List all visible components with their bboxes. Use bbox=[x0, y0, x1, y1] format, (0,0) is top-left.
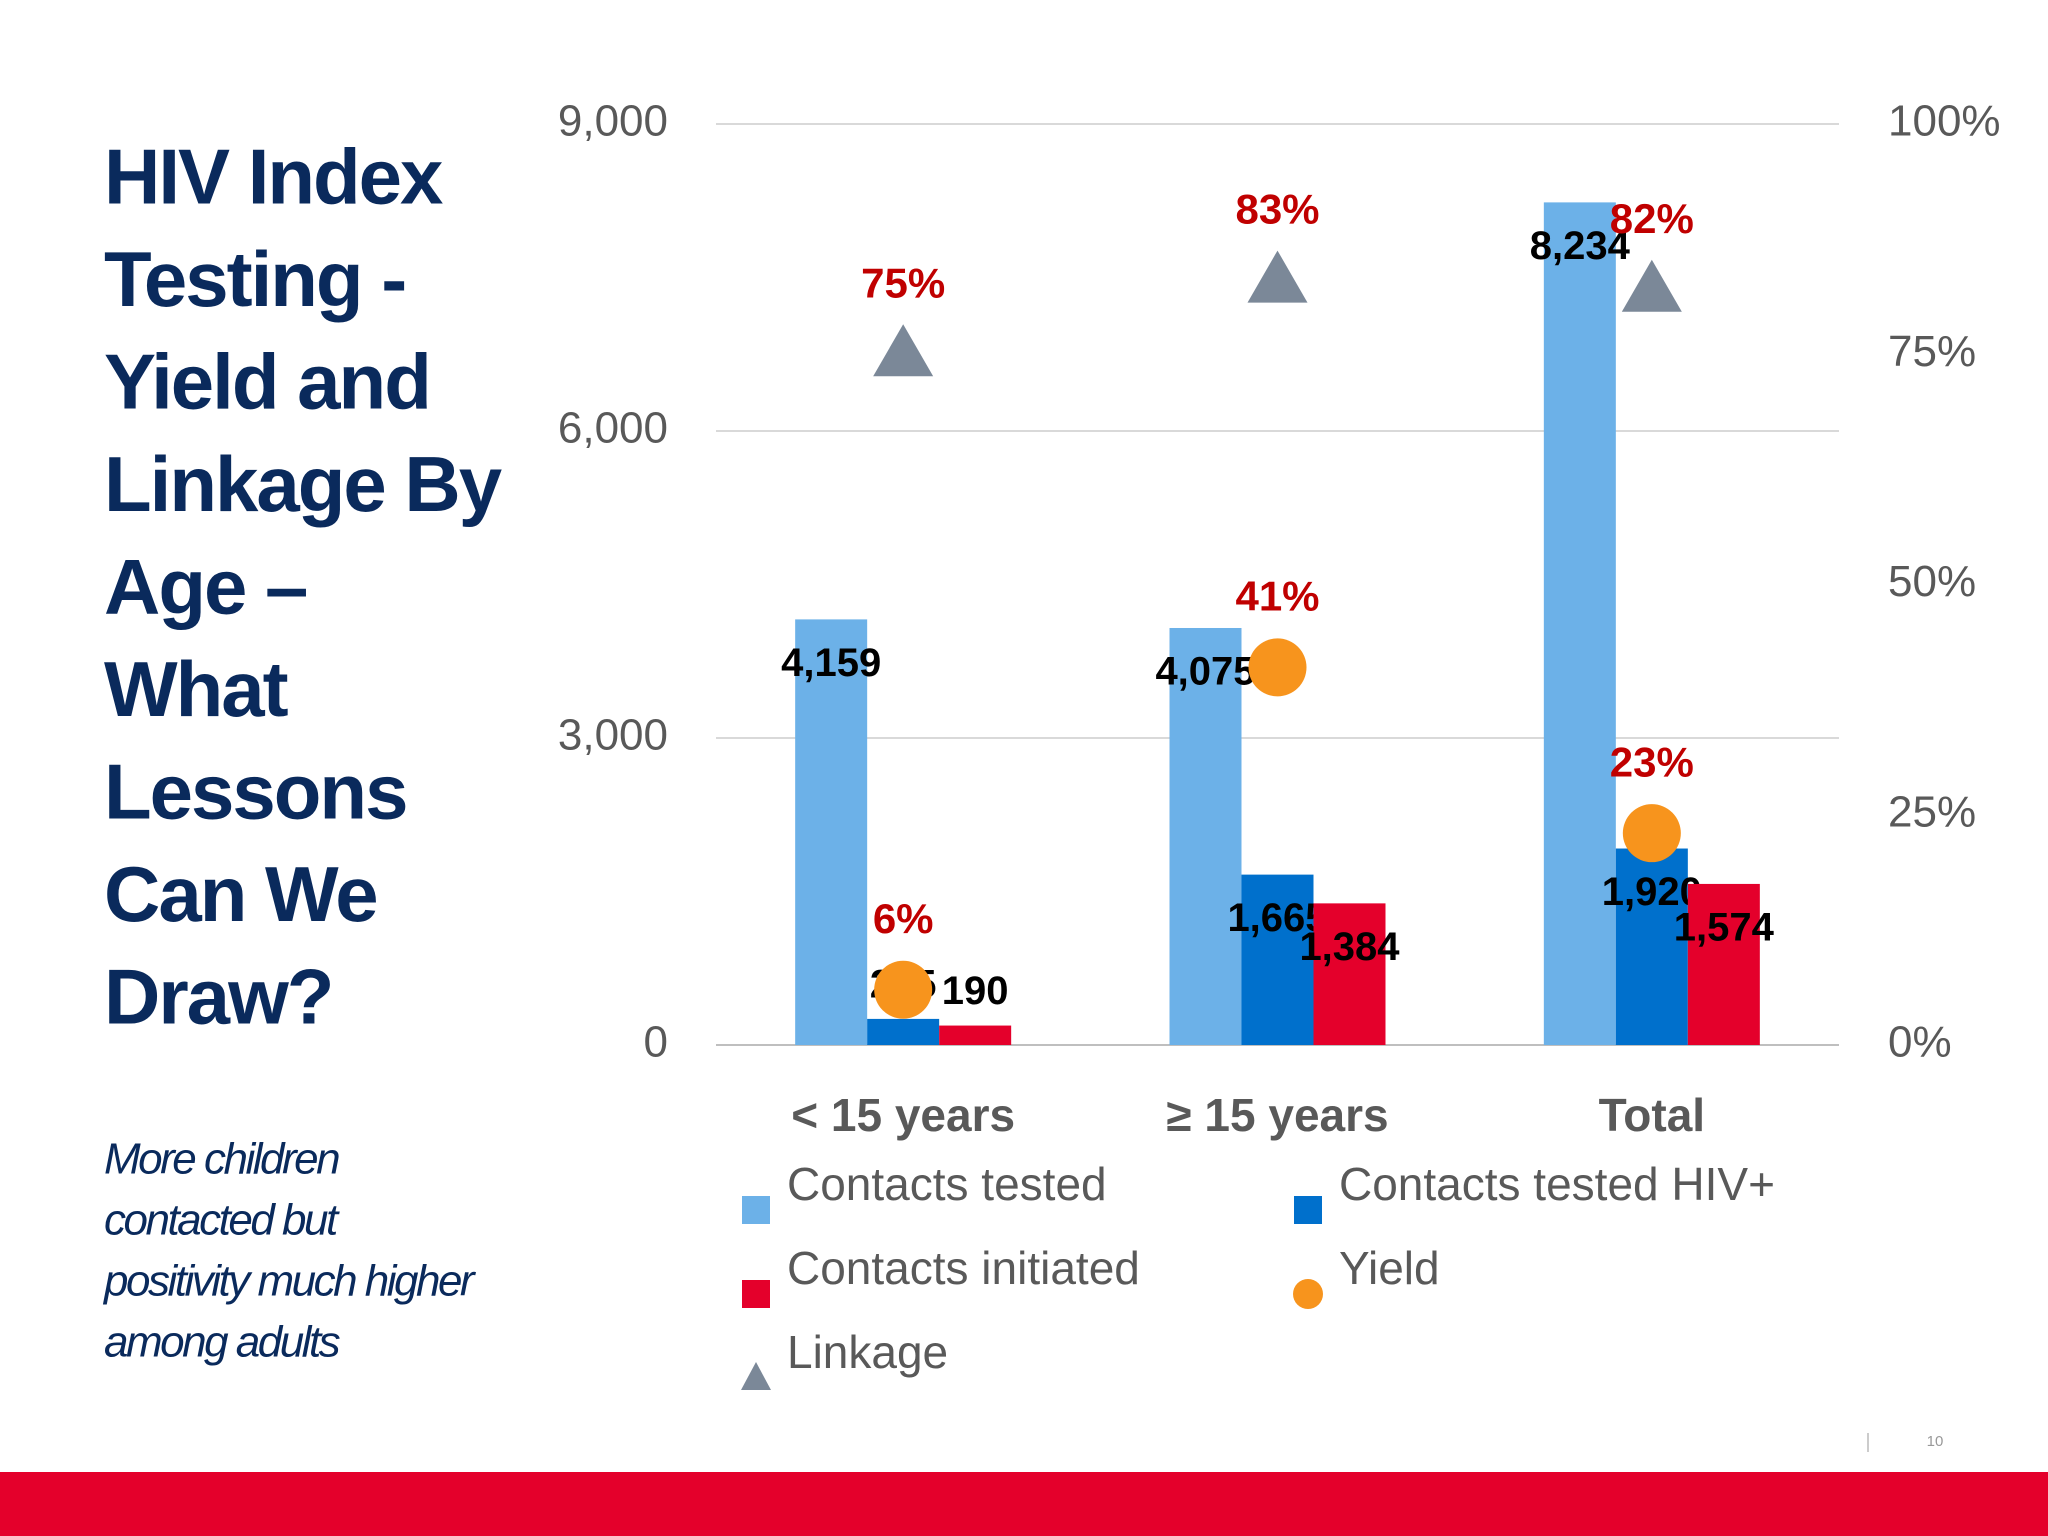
point-label: 82% bbox=[1610, 195, 1694, 242]
legend-swatch bbox=[742, 1280, 770, 1308]
x-tick-label: < 15 years bbox=[791, 1089, 1015, 1141]
legend-label: Yield bbox=[1339, 1242, 1440, 1294]
y2-tick-label: 75% bbox=[1888, 327, 1976, 376]
x-tick-label: Total bbox=[1599, 1089, 1705, 1141]
note-line: More children bbox=[104, 1135, 339, 1184]
bar bbox=[867, 1018, 940, 1045]
marker-circle bbox=[1622, 804, 1681, 863]
title-line: Draw? bbox=[104, 953, 332, 1041]
marker-triangle bbox=[1247, 250, 1308, 303]
title-line: Lessons bbox=[104, 748, 406, 836]
marker-triangle bbox=[873, 324, 934, 377]
y-tick-label: 3,000 bbox=[558, 711, 668, 760]
legend-label: Linkage bbox=[787, 1326, 948, 1378]
value-label: 1,384 bbox=[1299, 925, 1400, 969]
y-tick-label: 9,000 bbox=[558, 97, 668, 146]
legend-swatch bbox=[1293, 1279, 1323, 1309]
legend-label: Contacts tested HIV+ bbox=[1339, 1158, 1775, 1210]
y-tick-label: 0 bbox=[644, 1018, 668, 1067]
value-label: 1,574 bbox=[1674, 905, 1775, 949]
bar bbox=[939, 1025, 1012, 1045]
legend-swatch bbox=[741, 1362, 771, 1390]
y2-tick-label: 25% bbox=[1888, 787, 1976, 836]
legend-label: Contacts tested bbox=[787, 1158, 1107, 1210]
note-line: contacted but bbox=[104, 1196, 340, 1245]
bar bbox=[1615, 848, 1688, 1045]
page-number: 10 bbox=[1927, 1433, 1944, 1450]
point-label: 83% bbox=[1235, 186, 1319, 233]
value-label: 4,159 bbox=[781, 641, 881, 685]
marker-circle bbox=[874, 960, 933, 1019]
bar bbox=[1241, 874, 1314, 1045]
value-label: 190 bbox=[942, 969, 1009, 1013]
bar bbox=[795, 619, 868, 1045]
value-label: 8,234 bbox=[1530, 224, 1631, 268]
bar bbox=[1543, 202, 1616, 1045]
point-label: 75% bbox=[861, 259, 945, 306]
note-line: among adults bbox=[104, 1318, 341, 1367]
value-label: 4,075 bbox=[1155, 650, 1255, 694]
y2-tick-label: 50% bbox=[1888, 557, 1976, 606]
note-line: positivity much higher bbox=[102, 1257, 477, 1306]
title-line: Age – bbox=[104, 543, 306, 631]
point-label: 41% bbox=[1235, 572, 1319, 619]
y2-tick-label: 0% bbox=[1888, 1018, 1952, 1067]
point-label: 23% bbox=[1610, 738, 1694, 785]
title-line: What bbox=[104, 645, 289, 733]
bar bbox=[1169, 627, 1242, 1045]
bar bbox=[1313, 903, 1386, 1045]
title-line: Testing - bbox=[104, 235, 405, 323]
bar bbox=[1687, 883, 1760, 1045]
y-tick-label: 6,000 bbox=[558, 404, 668, 453]
title-line: Can We bbox=[104, 850, 377, 938]
point-label: 6% bbox=[873, 895, 934, 942]
value-label: 1,920 bbox=[1602, 870, 1702, 914]
marker-circle bbox=[1248, 638, 1307, 697]
marker-triangle bbox=[1621, 259, 1682, 312]
y2-tick-label: 100% bbox=[1888, 97, 2001, 146]
legend-swatch bbox=[742, 1196, 770, 1224]
title-line: Yield and bbox=[104, 338, 430, 426]
legend-swatch bbox=[1294, 1196, 1322, 1224]
footer-bar bbox=[0, 1472, 2048, 1536]
value-label: 1,665 bbox=[1227, 896, 1327, 940]
title-line: Linkage By bbox=[104, 440, 502, 528]
legend-label: Contacts initiated bbox=[787, 1242, 1140, 1294]
x-tick-label: ≥ 15 years bbox=[1166, 1089, 1388, 1141]
title-line: HIV Index bbox=[104, 133, 443, 221]
